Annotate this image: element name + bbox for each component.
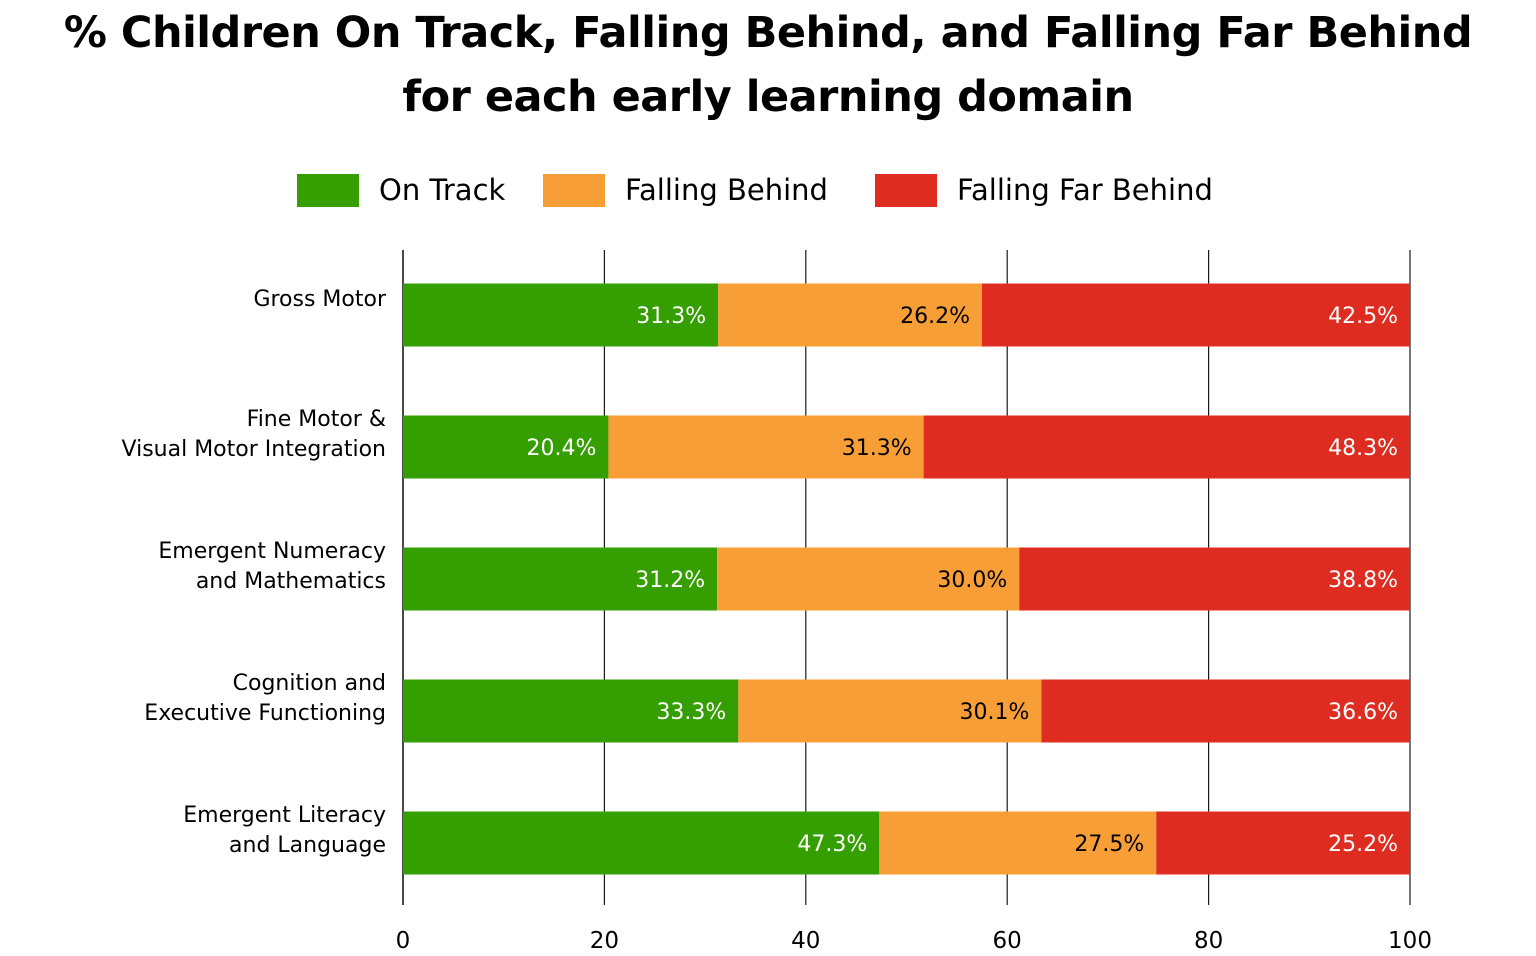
bar-segment-on-track — [403, 811, 880, 875]
bar-segment-on-track — [403, 283, 719, 347]
bar-data-label: 31.2% — [635, 568, 705, 593]
bar-segment-on-track — [403, 547, 718, 611]
bar-data-label: 31.3% — [636, 304, 706, 329]
bar-segment-falling-far-behind — [982, 283, 1410, 347]
bar-data-label: 26.2% — [900, 304, 970, 329]
bar-segment-falling-behind — [879, 811, 1157, 875]
category-label: Emergent Literacy — [183, 803, 386, 828]
legend-swatch-on-track — [297, 174, 359, 207]
x-tick-label: 20 — [590, 928, 619, 954]
bar-data-label: 47.3% — [797, 832, 867, 857]
bar-data-label: 33.3% — [656, 700, 726, 725]
bar-data-label: 48.3% — [1328, 436, 1398, 461]
bar-segment-falling-far-behind — [923, 415, 1410, 479]
bar-segment-falling-behind — [608, 415, 924, 479]
bar-data-label: 36.6% — [1328, 700, 1398, 725]
bar-data-label: 42.5% — [1328, 304, 1398, 329]
bar-data-label: 27.5% — [1074, 832, 1144, 857]
category-label: and Language — [229, 833, 386, 858]
category-label: Fine Motor & — [247, 407, 386, 432]
bar-segment-on-track — [403, 415, 609, 479]
category-label: Gross Motor — [253, 287, 387, 312]
bar-segment-falling-far-behind — [1019, 547, 1410, 611]
bar-data-label: 38.8% — [1328, 568, 1398, 593]
bar-data-label: 25.2% — [1328, 832, 1398, 857]
x-tick-label: 0 — [396, 928, 411, 954]
x-tick-label: 80 — [1194, 928, 1223, 954]
legend-swatch-falling-behind — [543, 174, 605, 207]
bar-segment-on-track — [403, 679, 739, 743]
legend-label-on-track: On Track — [379, 173, 506, 207]
bar-data-label: 30.1% — [960, 700, 1030, 725]
category-label: Cognition and — [233, 671, 386, 696]
legend-label-falling-behind: Falling Behind — [625, 173, 828, 207]
category-label: Emergent Numeracy — [158, 539, 386, 564]
bar-segment-falling-far-behind — [1041, 679, 1410, 743]
bar-segment-falling-behind — [738, 679, 1042, 743]
x-tick-label: 40 — [791, 928, 820, 954]
bar-segment-falling-behind — [718, 283, 983, 347]
bar-data-label: 30.0% — [937, 568, 1007, 593]
category-label: Executive Functioning — [144, 701, 386, 726]
category-label: and Mathematics — [196, 569, 386, 594]
bar-data-label: 20.4% — [527, 436, 597, 461]
legend-label-falling-far-behind: Falling Far Behind — [957, 173, 1213, 207]
x-tick-label: 100 — [1388, 928, 1432, 954]
chart-subtitle: for each early learning domain — [402, 72, 1134, 122]
chart-title: % Children On Track, Falling Behind, and… — [63, 8, 1473, 58]
category-label: Visual Motor Integration — [122, 437, 386, 462]
bar-segment-falling-behind — [717, 547, 1020, 611]
legend-swatch-falling-far-behind — [875, 174, 937, 207]
bar-segment-falling-far-behind — [1156, 811, 1410, 875]
legend: On Track Falling Behind Falling Far Behi… — [0, 170, 1536, 210]
bar-data-label: 31.3% — [842, 436, 912, 461]
x-tick-label: 60 — [993, 928, 1022, 954]
